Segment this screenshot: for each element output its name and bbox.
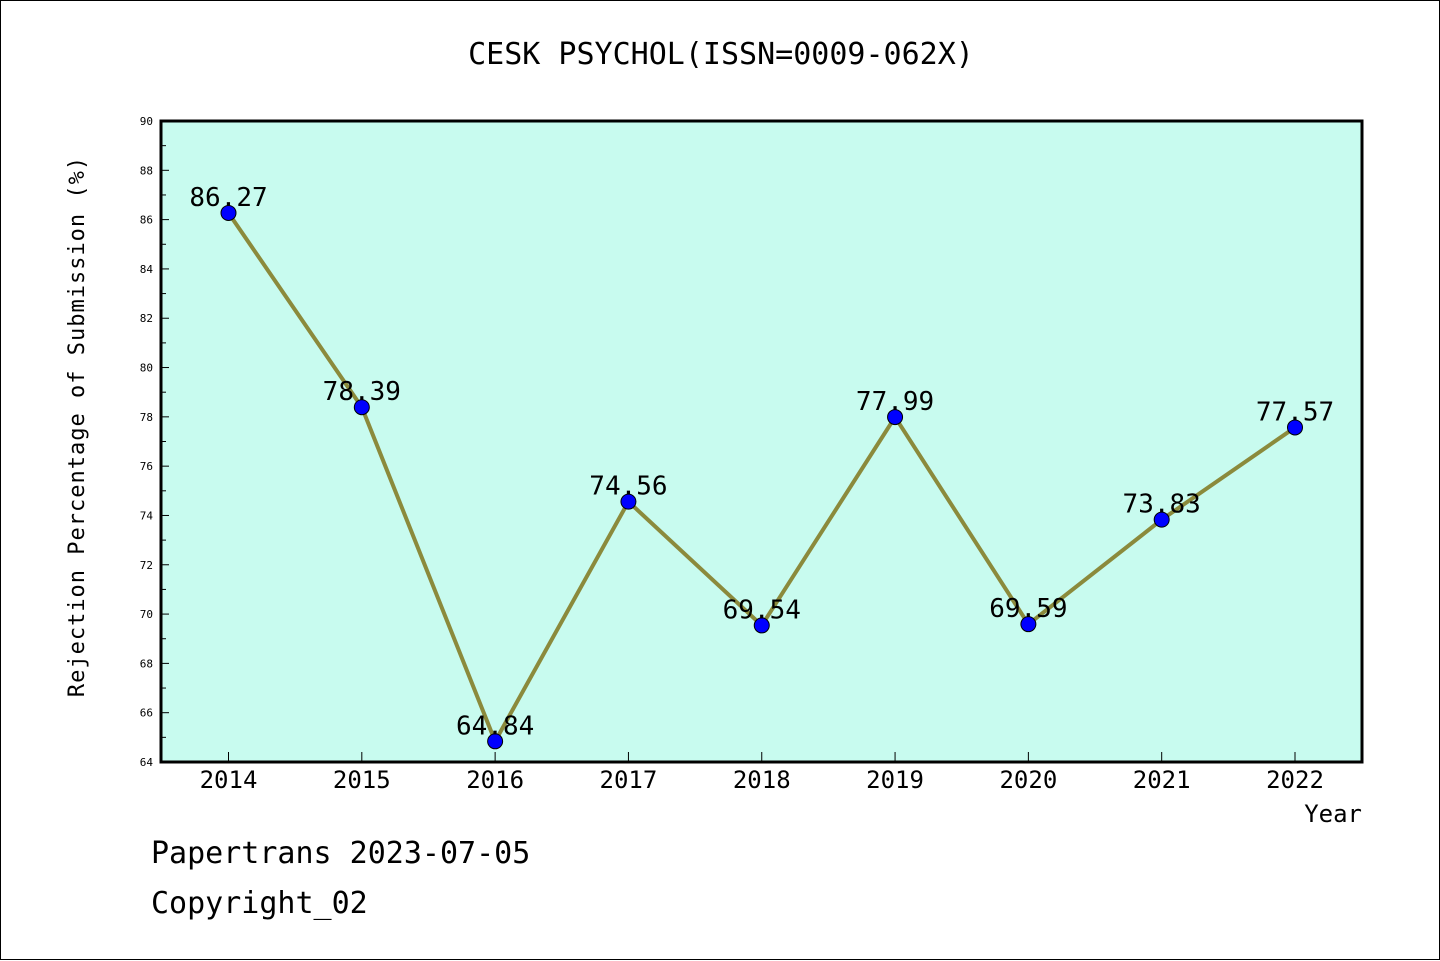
x-tick-label: 2018	[733, 766, 791, 794]
data-label: 69.54	[723, 595, 801, 625]
footer-copyright: Copyright_02	[151, 886, 368, 921]
data-label: 74.56	[589, 472, 667, 502]
x-tick-label: 2021	[1133, 766, 1191, 794]
data-label: 73.83	[1123, 490, 1201, 520]
data-label: 86.27	[189, 183, 267, 213]
x-tick-label: 2017	[600, 766, 658, 794]
y-tick-label: 82	[140, 312, 153, 325]
data-label: 77.57	[1256, 397, 1334, 427]
y-tick-label: 74	[140, 509, 154, 522]
y-tick-label: 68	[140, 657, 153, 670]
y-tick-label: 76	[140, 460, 153, 473]
y-tick-label: 70	[140, 608, 153, 621]
y-tick-label: 86	[140, 214, 153, 227]
data-point	[1020, 616, 1037, 633]
y-axis-label: Rejection Percentage of Submission (%)	[65, 156, 90, 697]
data-point	[1153, 511, 1170, 528]
plot-area	[159, 119, 1364, 764]
data-point	[487, 733, 504, 750]
y-tick-label: 72	[140, 559, 153, 572]
data-label: 69.59	[989, 594, 1067, 624]
data-label: 64.84	[456, 711, 534, 741]
x-tick-label: 2015	[333, 766, 391, 794]
footer-publisher: Papertrans 2023-07-05	[151, 836, 531, 871]
x-tick-label: 2022	[1266, 766, 1324, 794]
y-tick-label: 90	[140, 115, 153, 128]
data-point	[353, 399, 370, 416]
data-point	[620, 493, 637, 510]
y-tick-label: 80	[140, 362, 153, 375]
y-tick-label: 78	[140, 411, 153, 424]
series-group	[220, 204, 1303, 750]
y-tick-label: 88	[140, 164, 153, 177]
y-tick-label: 66	[140, 707, 153, 720]
y-axis: 64 66 68 70 72 74 76 78 80 82 84 86 88 90	[140, 115, 169, 769]
chart-title: CESK PSYCHOL(ISSN=0009-062X)	[468, 37, 974, 72]
data-label: 78.39	[323, 377, 401, 407]
x-tick-label: 2020	[999, 766, 1057, 794]
data-labels: 86.27 78.39 64.84 74.56 69.54 77.99 69.59 73.83…	[189, 183, 1334, 741]
data-point	[220, 204, 237, 221]
x-axis: 2014 2015 2016 2017 2018 2019 2020 2021 2022	[200, 752, 1324, 794]
data-label: 77.99	[856, 387, 934, 417]
data-point	[887, 409, 904, 426]
data-point	[1287, 419, 1303, 436]
data-point	[753, 617, 770, 634]
x-tick-label: 2016	[466, 766, 524, 794]
y-tick-label: 84	[140, 263, 154, 276]
y-tick-label: 64	[140, 756, 154, 769]
x-tick-label: 2019	[866, 766, 924, 794]
x-tick-label: 2014	[200, 766, 258, 794]
x-axis-label: Year	[1304, 800, 1362, 828]
